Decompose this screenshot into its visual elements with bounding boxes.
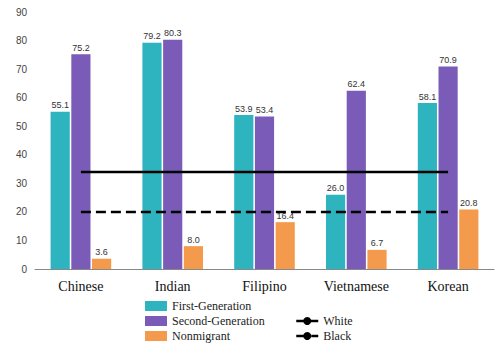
svg-text:53.9: 53.9 xyxy=(235,104,253,114)
svg-text:Korean: Korean xyxy=(427,279,468,294)
svg-text:30: 30 xyxy=(16,178,28,189)
svg-text:16.4: 16.4 xyxy=(276,210,294,221)
svg-text:26.0: 26.0 xyxy=(327,183,345,193)
svg-text:20.8: 20.8 xyxy=(460,198,478,208)
svg-text:40: 40 xyxy=(16,149,28,160)
svg-text:55.1: 55.1 xyxy=(51,100,69,110)
svg-text:Vietnamese: Vietnamese xyxy=(324,279,389,294)
svg-text:Nonmigrant: Nonmigrant xyxy=(172,329,231,343)
svg-text:White: White xyxy=(323,314,352,328)
svg-text:Second-Generation: Second-Generation xyxy=(172,314,265,328)
svg-text:0: 0 xyxy=(21,264,27,275)
svg-text:80.3: 80.3 xyxy=(164,28,182,38)
svg-text:Indian: Indian xyxy=(155,279,191,294)
svg-text:Filipino: Filipino xyxy=(242,279,286,294)
svg-text:75.2: 75.2 xyxy=(72,43,90,53)
svg-text:Chinese: Chinese xyxy=(58,279,103,294)
svg-text:70: 70 xyxy=(16,64,28,75)
svg-text:First-Generation: First-Generation xyxy=(172,299,251,313)
svg-text:50: 50 xyxy=(16,121,28,132)
svg-text:90: 90 xyxy=(16,7,28,18)
svg-text:3.6: 3.6 xyxy=(95,247,108,257)
svg-text:62.4: 62.4 xyxy=(348,79,366,89)
svg-text:79.2: 79.2 xyxy=(143,31,161,41)
svg-text:58.1: 58.1 xyxy=(419,92,437,102)
svg-text:70.9: 70.9 xyxy=(439,55,457,65)
svg-text:53.4: 53.4 xyxy=(256,105,274,115)
svg-text:20: 20 xyxy=(16,206,28,217)
svg-text:Black: Black xyxy=(323,329,351,343)
svg-text:6.7: 6.7 xyxy=(371,238,384,248)
svg-text:10: 10 xyxy=(16,235,28,246)
svg-text:60: 60 xyxy=(16,92,28,103)
svg-text:80: 80 xyxy=(16,35,28,46)
svg-text:8.0: 8.0 xyxy=(187,235,200,245)
